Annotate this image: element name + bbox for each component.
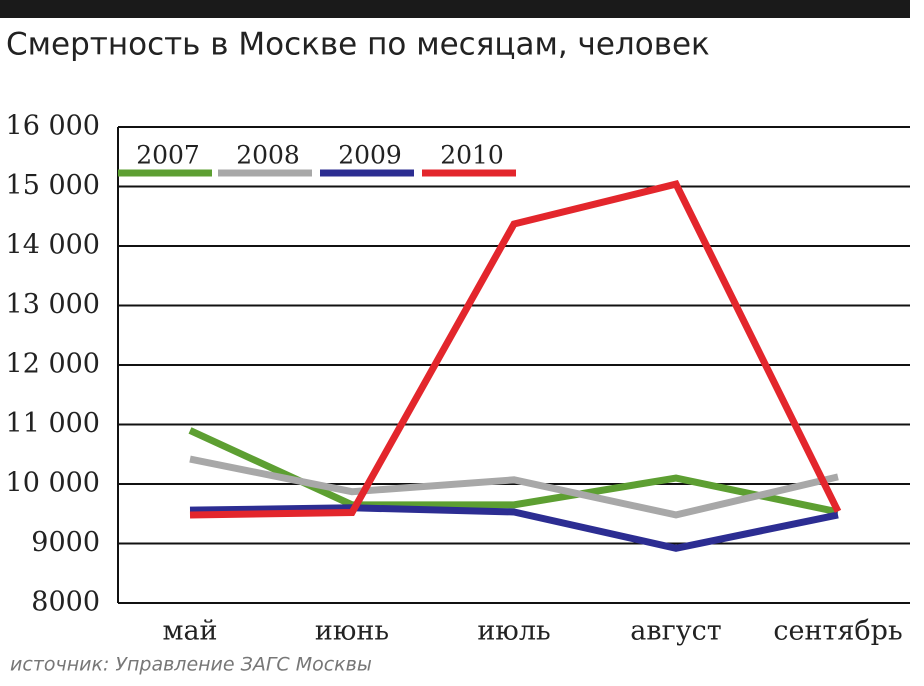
y-tick-label: 8000: [31, 587, 100, 618]
y-tick-label: 15 000: [6, 170, 100, 201]
x-tick-label: июль: [477, 616, 550, 647]
y-tick-label: 13 000: [6, 289, 100, 320]
chart-title: Смертность в Москве по месяцам, человек: [6, 27, 710, 63]
legend-label: 2007: [136, 141, 200, 170]
series-line: [189, 455, 839, 519]
y-tick-label: 16 000: [6, 111, 100, 142]
y-tick-label: 10 000: [6, 468, 100, 499]
x-tick-label: июнь: [315, 616, 389, 647]
top-bar: [0, 0, 910, 18]
legend-label: 2009: [338, 141, 402, 170]
x-tick-label: май: [162, 616, 217, 647]
x-tick-label: сентябрь: [773, 616, 902, 647]
y-tick-label: 14 000: [6, 230, 100, 261]
y-tick-label: 12 000: [6, 349, 100, 380]
series-line: [189, 180, 842, 519]
legend-label: 2008: [236, 141, 300, 170]
legend-label: 2010: [440, 141, 504, 170]
y-tick-label: 11 000: [6, 408, 100, 439]
source: источник: Управление ЗАГС Москвы: [10, 654, 372, 676]
series-line: [189, 504, 839, 552]
x-tick-label: август: [630, 616, 721, 647]
y-tick-label: 9000: [31, 527, 100, 558]
